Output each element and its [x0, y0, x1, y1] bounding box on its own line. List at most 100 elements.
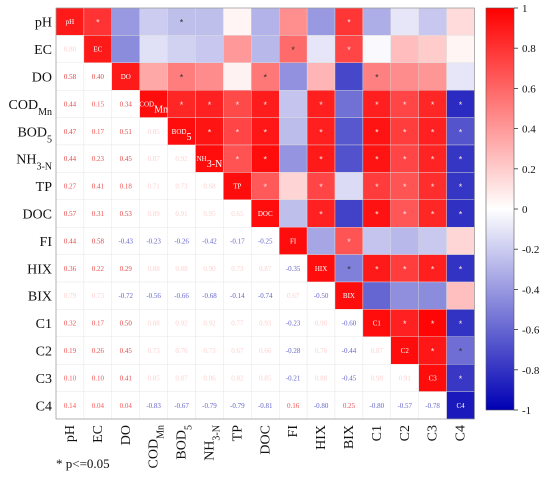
heatmap-cell	[279, 62, 308, 91]
coefficient-label: -0.66	[174, 292, 189, 300]
coefficient-cell	[111, 309, 140, 337]
coefficient-cell	[251, 336, 280, 365]
heatmap-cell	[362, 281, 391, 310]
coefficient-label: 0.29	[120, 265, 133, 273]
coefficient-cell	[167, 254, 196, 283]
coefficient-label: 0.66	[259, 347, 272, 355]
significance-star: *	[263, 127, 267, 137]
coefficient-label: 0.76	[315, 347, 328, 355]
significance-star: *	[375, 210, 379, 220]
coefficient-label: 0.91	[399, 374, 412, 382]
heatmap-cell	[223, 35, 252, 64]
coefficient-label: 0.53	[120, 210, 133, 218]
coefficient-cell	[83, 336, 113, 365]
coefficient-cell	[306, 364, 336, 392]
coefficient-label: 0.88	[148, 320, 161, 328]
heatmap-cell	[362, 117, 391, 146]
heatmap-cell	[251, 172, 280, 200]
heatmap-cell	[306, 35, 336, 64]
heatmap-cell	[167, 62, 196, 91]
heatmap-cell	[251, 89, 280, 118]
colorbar-tick-label: -0.2	[522, 244, 539, 256]
coefficient-cell	[223, 391, 252, 420]
diagonal-label: FI	[290, 237, 297, 245]
coefficient-label: 0.10	[64, 374, 77, 382]
coefficient-cell	[139, 172, 168, 200]
colorbar-tick-label: 0.6	[522, 83, 536, 95]
coefficient-cell	[167, 199, 196, 228]
column-label: TP	[230, 425, 245, 442]
heatmap-cell	[306, 117, 336, 146]
column-label: DOC	[258, 425, 273, 455]
significance-star: *	[403, 155, 407, 165]
coefficient-label: -0.23	[146, 237, 161, 245]
colorbar-tick-label: 0.2	[522, 164, 536, 176]
significance-star: *	[459, 100, 463, 110]
heatmap-cell	[223, 117, 252, 146]
coefficient-label: 0.92	[175, 320, 188, 328]
significance-star: *	[403, 319, 407, 329]
coefficient-label: 0.45	[120, 347, 133, 355]
row-label: EC	[34, 43, 52, 58]
heatmap-cell	[223, 144, 252, 173]
significance-star: *	[180, 100, 184, 110]
coefficient-cell	[195, 391, 224, 420]
coefficient-label: 0.85	[148, 374, 161, 382]
heatmap-cell	[139, 62, 168, 91]
heatmap-cell	[111, 7, 140, 36]
significance-star: *	[459, 347, 463, 357]
diagonal-label: C1	[373, 320, 382, 328]
coefficient-label: -0.60	[342, 320, 357, 328]
heatmap-cell	[390, 199, 419, 228]
significance-star: *	[459, 127, 463, 137]
row-label: CODMn	[9, 98, 52, 118]
row-label: C4	[36, 399, 52, 414]
heatmap-cell	[446, 199, 475, 228]
diagonal-cell	[334, 281, 364, 310]
coefficient-label: 0.22	[92, 265, 105, 273]
coefficient-cell	[362, 391, 391, 420]
coefficient-cell	[111, 89, 140, 118]
heatmap-cell	[390, 309, 419, 337]
diagonal-cell	[83, 35, 113, 64]
heatmap-cell	[362, 62, 391, 91]
column-label: C3	[426, 425, 441, 441]
row-labels: pH EC DO CODMn BOD5 NH3-N TP DOC FI HIX BIX C1 C2 C3 C…	[9, 16, 53, 415]
coefficient-label: 0.85	[148, 128, 161, 136]
heatmap-cell	[362, 89, 391, 118]
significance-star: *	[459, 319, 463, 329]
coefficient-label: 0.26	[92, 347, 105, 355]
heatmap-cell	[362, 172, 391, 200]
heatmap-cell	[362, 35, 391, 64]
coefficient-cell	[251, 364, 280, 392]
coefficient-cell	[55, 309, 85, 337]
coefficient-label: -0.67	[174, 402, 189, 410]
heatmap-cell	[334, 172, 364, 200]
heatmap-cell	[390, 254, 419, 283]
coefficient-label: 0.57	[64, 210, 77, 218]
coefficient-cell	[195, 309, 224, 337]
coefficient-cell	[83, 89, 113, 118]
significance-star: *	[431, 319, 435, 329]
coefficient-label: 0.67	[287, 292, 300, 300]
significance-star: *	[431, 264, 435, 274]
coefficient-label: -0.44	[342, 347, 357, 355]
coefficient-label: -0.23	[286, 320, 301, 328]
heatmap-cell	[334, 144, 364, 173]
significance-star: *	[459, 182, 463, 192]
diagonal-cell	[251, 199, 280, 228]
column-label: EC	[91, 425, 106, 443]
coefficient-cell	[418, 391, 447, 420]
significance-star: *	[459, 374, 463, 384]
heatmap-cell	[167, 35, 196, 64]
coefficient-label: 0.90	[315, 320, 328, 328]
significance-star: *	[375, 264, 379, 274]
diagonal-cell	[390, 336, 419, 365]
coefficient-label: 0.10	[92, 374, 105, 382]
coefficient-label: -0.72	[118, 292, 133, 300]
heatmap-cell	[390, 35, 419, 64]
coefficient-label: 0.90	[203, 265, 216, 273]
coefficient-label: -0.50	[314, 292, 329, 300]
significance-star: *	[375, 127, 379, 137]
